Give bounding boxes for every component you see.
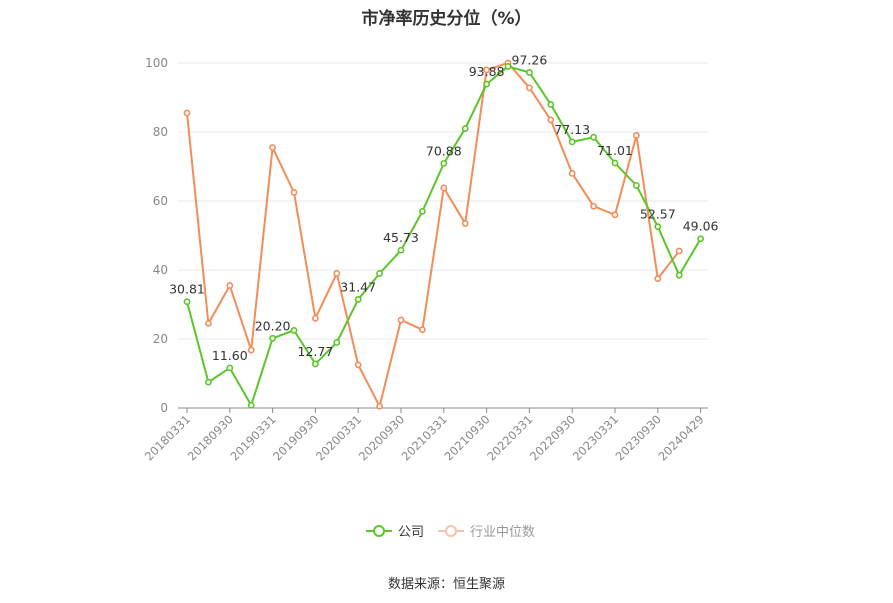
y-tick-label: 20 (153, 332, 168, 346)
data-label: 77.13 (554, 122, 590, 137)
data-point-1 (311, 314, 319, 322)
data-point-1 (354, 361, 362, 369)
data-point-0 (204, 378, 212, 386)
series-line-1 (186, 62, 680, 408)
legend-item-company[interactable]: 公司 (366, 521, 424, 540)
data-point-0 (611, 159, 619, 167)
data-point-1 (440, 184, 448, 192)
axis-layer: 0204060801002018033120180930201903312019… (142, 56, 708, 464)
data-label-layer: 30.81 11.60 20.20 12.77 31.47 45.73 70.88 93.88… (169, 52, 718, 363)
data-point-1 (675, 247, 683, 255)
data-point-1 (461, 220, 469, 227)
data-point-1 (376, 402, 383, 410)
x-tick-label: 20230930 (613, 412, 664, 463)
data-label: 93.88 (469, 64, 505, 79)
data-point-1 (590, 202, 597, 210)
data-point-1 (633, 132, 640, 139)
x-tick-label: 20240429 (655, 412, 706, 463)
data-label: 70.88 (426, 143, 462, 158)
data-point-1 (247, 346, 255, 354)
y-tick-label: 100 (145, 56, 168, 70)
legend-label-company: 公司 (398, 525, 425, 540)
x-tick-label: 20180930 (185, 412, 236, 463)
data-point-0 (311, 360, 319, 368)
data-point-0 (226, 364, 234, 372)
data-source-note: 数据来源：恒生聚源 (387, 577, 505, 592)
data-point-1 (183, 109, 191, 117)
data-point-0 (633, 182, 640, 189)
data-label: 20.20 (255, 318, 291, 333)
x-tick-label: 20200930 (356, 412, 407, 463)
x-tick-label: 20200331 (313, 412, 364, 463)
data-point-1 (418, 326, 426, 334)
data-point-0 (183, 298, 191, 306)
data-point-0 (376, 270, 383, 277)
data-label: 12.77 (298, 344, 334, 359)
legend-line-circle-icon (366, 524, 392, 537)
data-point-0 (697, 235, 704, 243)
x-tick-label: 20180331 (142, 412, 193, 463)
data-label: 30.81 (169, 282, 205, 297)
y-tick-label: 40 (153, 263, 168, 277)
data-label: 45.73 (383, 230, 419, 245)
y-tick-label: 80 (153, 125, 168, 139)
data-point-0 (269, 334, 276, 342)
data-point-1 (269, 144, 276, 151)
data-point-0 (568, 138, 576, 146)
data-point-1 (333, 270, 341, 277)
data-point-1 (397, 316, 405, 324)
legend-label-industry-median: 行业中位数 (470, 525, 536, 540)
data-point-1 (483, 66, 490, 74)
series-layer (183, 59, 704, 410)
data-point-0 (440, 160, 448, 167)
data-point-1 (547, 116, 555, 124)
legend-line-circle-icon (438, 524, 465, 537)
data-point-1 (526, 84, 533, 92)
data-point-0 (333, 339, 341, 346)
x-tick-label: 20220930 (527, 412, 578, 463)
data-point-0 (418, 207, 426, 215)
data-point-0 (547, 101, 555, 108)
y-tick-label: 0 (160, 401, 168, 415)
chart-title: 市净率历史分位（%） (361, 9, 532, 29)
data-point-0 (590, 133, 597, 141)
data-point-1 (226, 282, 234, 289)
data-point-1 (290, 188, 298, 196)
data-label: 11.60 (212, 348, 248, 363)
data-point-0 (504, 63, 512, 70)
data-point-1 (568, 169, 576, 177)
data-point-1 (611, 211, 619, 219)
legend-item-industry-median[interactable]: 行业中位数 (438, 521, 535, 540)
data-label: 31.47 (340, 279, 376, 294)
data-point-0 (483, 80, 490, 88)
data-point-0 (247, 401, 255, 409)
data-label: 49.06 (683, 219, 719, 234)
x-tick-label: 20230331 (570, 412, 621, 463)
data-point-0 (354, 296, 362, 303)
data-label: 71.01 (597, 143, 633, 158)
data-point-0 (290, 326, 298, 334)
data-point-0 (461, 125, 469, 132)
data-label: 97.26 (512, 52, 548, 67)
y-tick-label: 60 (153, 194, 168, 208)
chart-legend: 公司 行业中位数 (366, 521, 549, 540)
data-point-0 (675, 271, 683, 279)
data-point-0 (397, 246, 405, 254)
data-point-0 (526, 69, 533, 76)
x-tick-label: 20210331 (399, 412, 450, 463)
data-point-1 (654, 275, 662, 283)
data-point-0 (654, 223, 662, 231)
data-label: 52.57 (640, 207, 676, 222)
data-point-1 (204, 320, 212, 327)
